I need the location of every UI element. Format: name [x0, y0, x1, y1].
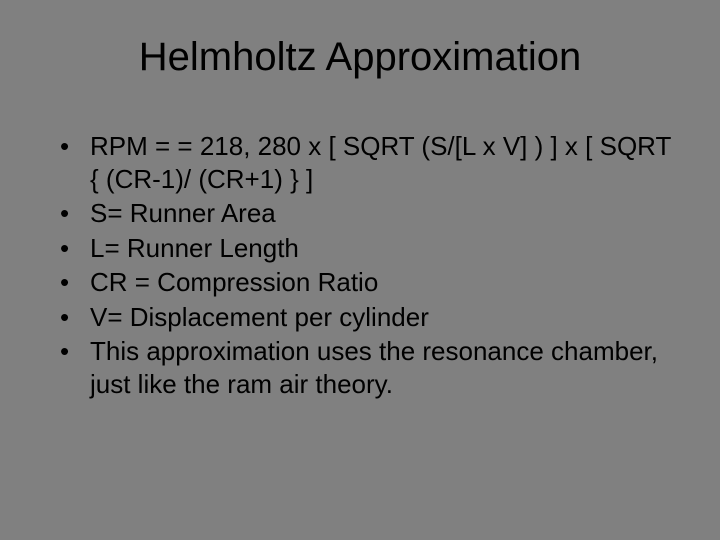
bullet-item: This approximation uses the resonance ch… [60, 335, 680, 400]
bullet-item: S= Runner Area [60, 197, 680, 230]
bullet-item: CR = Compression Ratio [60, 266, 680, 299]
bullet-item: RPM = = 218, 280 x [ SQRT (S/[L x V] ) ]… [60, 130, 680, 195]
bullet-item: L= Runner Length [60, 232, 680, 265]
bullet-list: RPM = = 218, 280 x [ SQRT (S/[L x V] ) ]… [40, 130, 680, 400]
slide-title: Helmholtz Approximation [40, 35, 680, 80]
bullet-item: V= Displacement per cylinder [60, 301, 680, 334]
